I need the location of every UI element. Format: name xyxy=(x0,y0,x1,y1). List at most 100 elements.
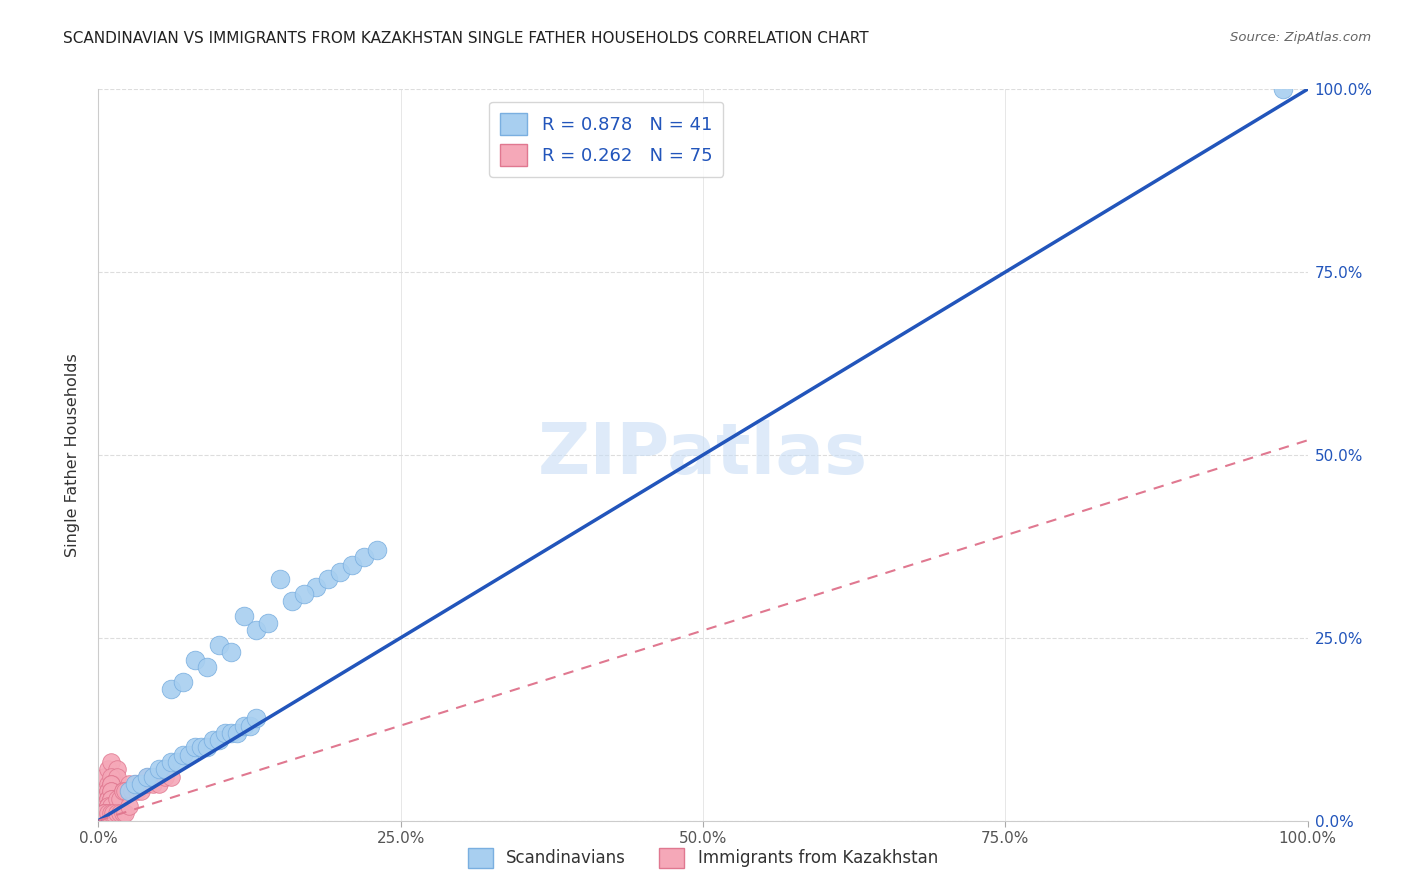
Point xyxy=(108,791,131,805)
Point xyxy=(256,616,278,631)
Point xyxy=(129,777,152,791)
Point xyxy=(172,747,194,762)
Point xyxy=(93,770,115,784)
Point xyxy=(97,799,120,814)
Point xyxy=(101,791,124,805)
Point xyxy=(93,791,115,805)
Point xyxy=(124,777,146,791)
Point xyxy=(100,777,122,791)
Point xyxy=(124,777,146,791)
Point xyxy=(100,770,122,784)
Point xyxy=(93,806,115,821)
Point xyxy=(93,791,115,805)
Point xyxy=(124,777,146,791)
Point xyxy=(1272,82,1295,96)
Point xyxy=(305,580,328,594)
Point xyxy=(160,770,183,784)
Point xyxy=(97,806,120,821)
Point xyxy=(93,806,115,821)
Point xyxy=(232,608,254,623)
Point xyxy=(97,791,120,805)
Text: Source: ZipAtlas.com: Source: ZipAtlas.com xyxy=(1230,31,1371,45)
Point xyxy=(329,565,352,579)
Point xyxy=(118,777,141,791)
Point xyxy=(184,740,207,755)
Point xyxy=(202,733,225,747)
Point xyxy=(93,806,115,821)
Point xyxy=(93,799,115,814)
Point xyxy=(97,763,120,777)
Point xyxy=(105,770,128,784)
Point xyxy=(118,784,141,798)
Point xyxy=(135,770,157,784)
Point xyxy=(108,806,131,821)
Point xyxy=(208,638,231,652)
Point xyxy=(366,543,388,558)
Point xyxy=(179,747,201,762)
Point xyxy=(160,681,183,696)
Point xyxy=(111,784,134,798)
Point xyxy=(111,784,134,798)
Text: SCANDINAVIAN VS IMMIGRANTS FROM KAZAKHSTAN SINGLE FATHER HOUSEHOLDS CORRELATION : SCANDINAVIAN VS IMMIGRANTS FROM KAZAKHST… xyxy=(63,31,869,46)
Point xyxy=(245,711,267,725)
Point xyxy=(142,770,165,784)
Point xyxy=(100,784,122,798)
Point xyxy=(100,791,122,805)
Point xyxy=(153,770,176,784)
Point xyxy=(93,806,115,821)
Point xyxy=(101,777,124,791)
Point xyxy=(135,777,157,791)
Y-axis label: Single Father Households: Single Father Households xyxy=(65,353,80,557)
Point xyxy=(97,799,120,814)
Point xyxy=(97,799,120,814)
Point xyxy=(172,674,194,689)
Point xyxy=(93,806,115,821)
Point xyxy=(93,806,115,821)
Point xyxy=(127,784,149,798)
Point xyxy=(281,594,304,608)
Point xyxy=(93,806,115,821)
Point xyxy=(221,726,243,740)
Point xyxy=(342,558,364,572)
Point xyxy=(100,806,122,821)
Point xyxy=(93,806,115,821)
Point xyxy=(214,726,236,740)
Point xyxy=(101,770,124,784)
Point xyxy=(101,806,124,821)
Point xyxy=(195,740,218,755)
Point xyxy=(97,791,120,805)
Point xyxy=(97,777,120,791)
Point xyxy=(129,784,152,798)
Point xyxy=(226,726,249,740)
Point xyxy=(105,806,128,821)
Point xyxy=(105,763,128,777)
Point xyxy=(221,645,243,659)
Point xyxy=(97,784,120,798)
Legend: R = 0.878   N = 41, R = 0.262   N = 75: R = 0.878 N = 41, R = 0.262 N = 75 xyxy=(489,102,723,177)
Point xyxy=(93,784,115,798)
Point xyxy=(93,806,115,821)
Point xyxy=(111,806,134,821)
Point xyxy=(97,799,120,814)
Point xyxy=(245,624,267,638)
Point xyxy=(135,770,157,784)
Point xyxy=(160,755,183,769)
Point xyxy=(142,777,165,791)
Point xyxy=(97,799,120,814)
Point xyxy=(114,784,136,798)
Point xyxy=(97,806,120,821)
Point xyxy=(118,799,141,814)
Point xyxy=(100,777,122,791)
Point xyxy=(153,763,176,777)
Point xyxy=(100,799,122,814)
Point xyxy=(232,718,254,732)
Point xyxy=(166,755,188,769)
Point xyxy=(148,777,170,791)
Point xyxy=(100,784,122,798)
Point xyxy=(114,806,136,821)
Point xyxy=(97,784,120,798)
Point xyxy=(190,740,212,755)
Point xyxy=(93,799,115,814)
Point xyxy=(208,733,231,747)
Point xyxy=(316,572,339,586)
